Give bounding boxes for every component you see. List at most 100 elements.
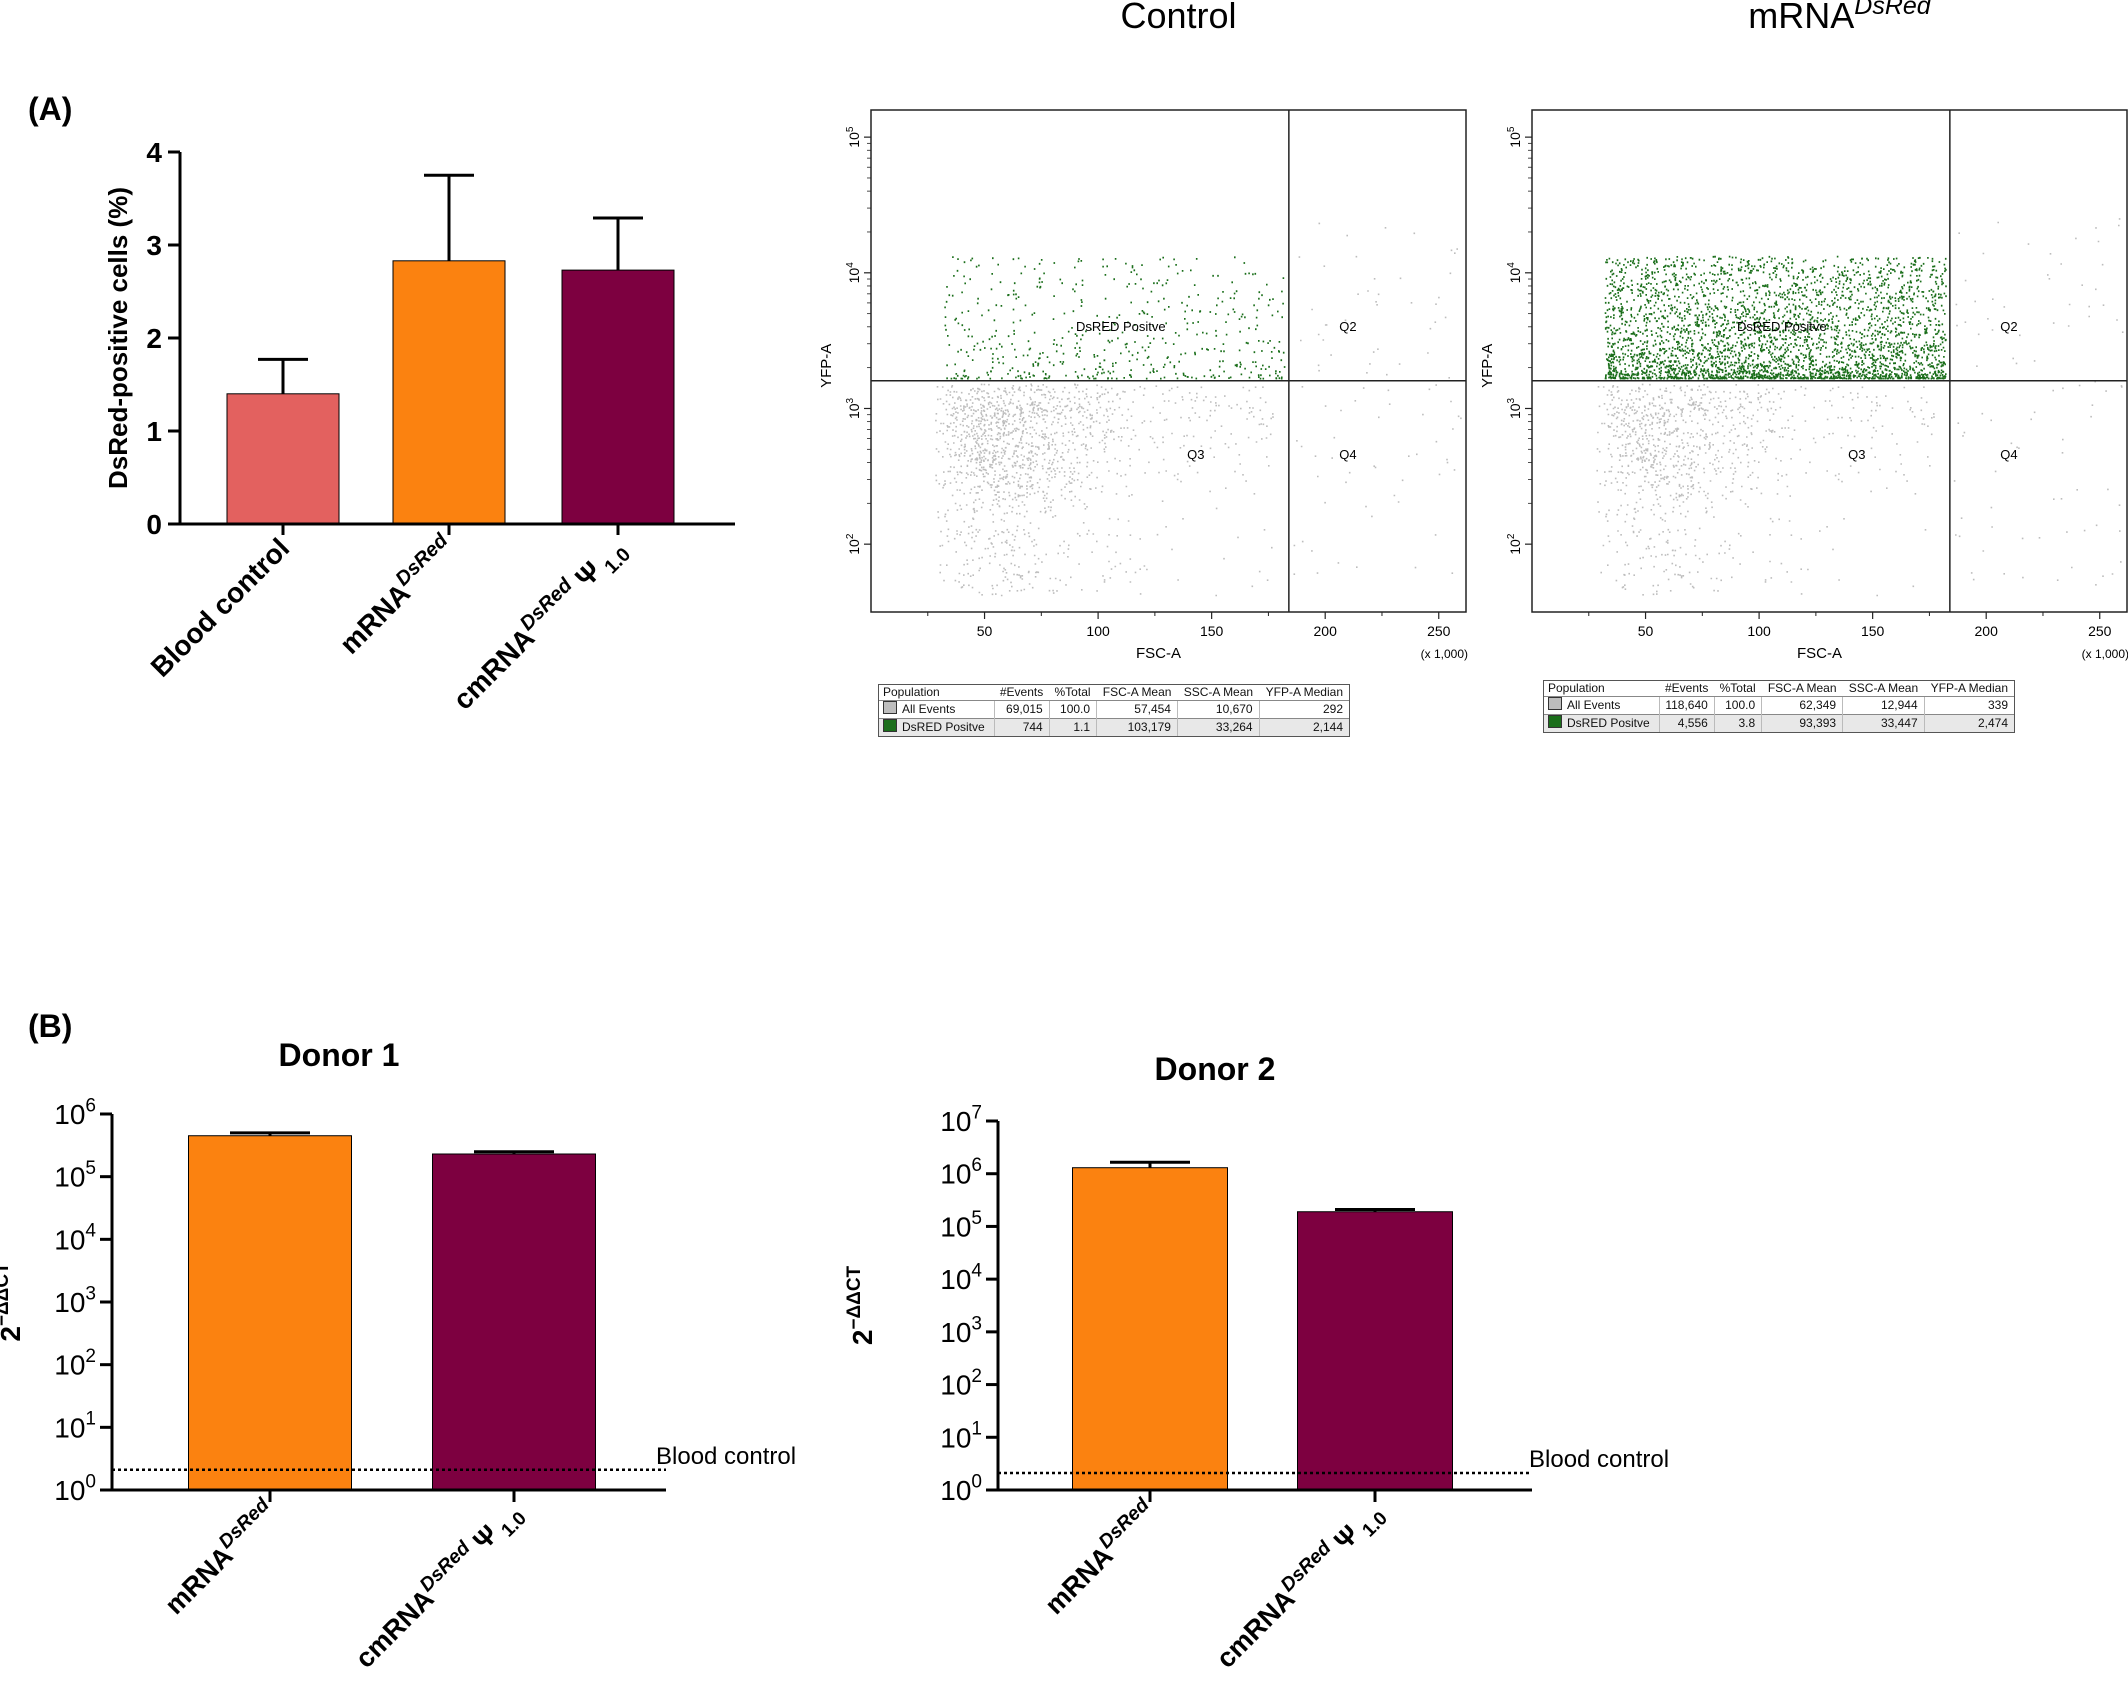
- y-tick-label: 101: [54, 1409, 96, 1444]
- table-cell: 12,944: [1842, 696, 1925, 715]
- table-cell: 1.1: [1048, 718, 1097, 736]
- table-cell: 2,144: [1258, 718, 1349, 736]
- x-axis-label: FSC-A: [1797, 645, 1842, 662]
- quadrant-label-dsred: DsRED Positve: [1737, 319, 1827, 334]
- table-cell: 100.0: [1048, 700, 1097, 719]
- x-tick-label: 250: [2088, 623, 2112, 639]
- table-row: All Events 69,015 100.0 57,454 10,670 29…: [879, 700, 1349, 719]
- y-tick-label: 100: [54, 1471, 96, 1506]
- y-tick-label: 100: [940, 1471, 982, 1506]
- table-cell: 33,447: [1842, 714, 1925, 732]
- reference-line-label: Blood control: [656, 1443, 796, 1470]
- quadrant-label-dsred: DsRED Positve: [1076, 319, 1166, 334]
- population-name: DsRED Positve: [1567, 716, 1650, 730]
- quadrant-label-q3: Q3: [1187, 447, 1204, 462]
- y-axis-label: YFP-A: [818, 344, 835, 388]
- col-header-population: Population: [883, 685, 940, 699]
- y-axis-label: 2−ΔΔCT: [844, 1265, 878, 1345]
- panel-label-b: (B): [28, 1008, 72, 1044]
- flow-plot-control: Control DsRED Positve Q2 Q3 Q4 50 100 150 200 250…: [818, 0, 1468, 662]
- stats-table-control: Population #Events %Total FSC-A Mean SSC…: [878, 684, 1350, 737]
- y-tick-label: 105: [845, 126, 862, 148]
- x-tick-label: 50: [1638, 623, 1654, 639]
- x-tick-label: 150: [1861, 623, 1885, 639]
- col-header-events: #Events: [999, 685, 1044, 699]
- bar: [188, 1135, 352, 1491]
- panel-labels: (A) (B): [28, 91, 72, 1044]
- y-tick-label: 102: [845, 533, 862, 555]
- y-axis-label: 2−ΔΔCT: [0, 1262, 26, 1342]
- y-tick-label: 103: [845, 397, 862, 419]
- x-tick-label: cmRNADsRed Ψ 1.0: [346, 1494, 530, 1678]
- bar: [392, 260, 506, 525]
- col-header-fsc: FSC-A Mean: [1767, 681, 1837, 695]
- bar: [432, 1153, 596, 1491]
- dsred-positive-dots: [1604, 255, 1947, 380]
- x-axis-unit: (x 1,000): [1421, 647, 1468, 661]
- y-tick-label: 104: [845, 262, 862, 284]
- table-cell: 103,179: [1096, 718, 1178, 736]
- bar: [226, 393, 340, 525]
- col-header-yfp: YFP-A Median: [1265, 685, 1343, 699]
- swatch-all-events: [883, 701, 897, 714]
- table-cell: 33,264: [1176, 718, 1260, 736]
- y-tick-label: 103: [54, 1283, 96, 1318]
- y-tick-label: 104: [54, 1221, 96, 1256]
- table-row: All Events 118,640 100.0 62,349 12,944 3…: [1544, 696, 2014, 715]
- table-cell: 57,454: [1096, 700, 1178, 719]
- y-tick-label: 2: [146, 323, 162, 354]
- y-tick-label: 103: [1506, 397, 1523, 419]
- table-cell: 4,556: [1658, 714, 1715, 732]
- bar: [561, 269, 675, 525]
- col-header-total: %Total: [1719, 681, 1756, 695]
- bar: [1072, 1167, 1228, 1491]
- y-tick-label: 4: [146, 137, 162, 168]
- plot-frame: [870, 109, 1467, 613]
- y-tick-label: 103: [940, 1313, 982, 1348]
- col-header-fsc: FSC-A Mean: [1102, 685, 1172, 699]
- y-axis-label: YFP-A: [1479, 344, 1496, 388]
- y-tick-label: 105: [940, 1208, 982, 1243]
- table-cell: 292: [1258, 700, 1349, 719]
- swatch-all-events: [1548, 697, 1562, 710]
- chart-title: Donor 2: [1155, 1051, 1276, 1087]
- quadrant-label-q4: Q4: [2000, 447, 2017, 462]
- flow-title: mRNADsRed: [1748, 0, 1932, 36]
- y-tick-label: 105: [1506, 126, 1523, 148]
- y-tick-label: 0: [146, 509, 162, 540]
- y-tick-label: 106: [940, 1155, 982, 1190]
- y-axis-label: DsRed-positive cells (%): [103, 187, 133, 489]
- x-tick-label: 100: [1086, 623, 1110, 639]
- col-header-events: #Events: [1664, 681, 1709, 695]
- y-tick-label: 102: [54, 1346, 96, 1381]
- bar: [1297, 1211, 1453, 1491]
- y-tick-label: 104: [1506, 262, 1523, 284]
- quadrant-label-q3: Q3: [1848, 447, 1865, 462]
- col-header-ssc: SSC-A Mean: [1183, 685, 1254, 699]
- stats-table-mrna: Population #Events %Total FSC-A Mean SSC…: [1543, 680, 2015, 733]
- chart-title: Donor 1: [279, 1037, 400, 1073]
- x-tick-label: Blood control: [145, 532, 296, 683]
- donor1-bar-chart: Donor 1 mRNADsRed cmRNADsRed Ψ 1.0 Blood co…: [0, 1037, 796, 1678]
- dsred-positive-dots: [944, 256, 1286, 380]
- table-cell: 100.0: [1713, 696, 1762, 715]
- x-tick-label: 100: [1747, 623, 1771, 639]
- table-row: DsRED Positve 744 1.1 103,179 33,264 2,1…: [879, 718, 1349, 736]
- y-tick-label: 101: [940, 1419, 982, 1454]
- table-cell: 69,015: [993, 700, 1050, 719]
- table-cell: 10,670: [1176, 700, 1260, 719]
- table-cell: 744: [993, 718, 1050, 736]
- table-cell: 2,474: [1923, 714, 2014, 732]
- table-cell: 3.8: [1713, 714, 1762, 732]
- col-header-population: Population: [1548, 681, 1605, 695]
- x-tick-label: 50: [977, 623, 993, 639]
- x-tick-label: 200: [1975, 623, 1999, 639]
- x-tick-label: 150: [1200, 623, 1224, 639]
- donor2-bar-chart: Donor 2 mRNADsRed cmRNADsRed Ψ 1.0 Blood co…: [844, 1051, 1669, 1674]
- reference-line-label: Blood control: [1529, 1446, 1669, 1473]
- quadrant-label-q2: Q2: [1339, 319, 1356, 334]
- x-tick-label: 250: [1427, 623, 1451, 639]
- plot-frame: [1531, 109, 2128, 613]
- x-tick-label: cmRNADsRed Ψ 1.0: [444, 530, 635, 721]
